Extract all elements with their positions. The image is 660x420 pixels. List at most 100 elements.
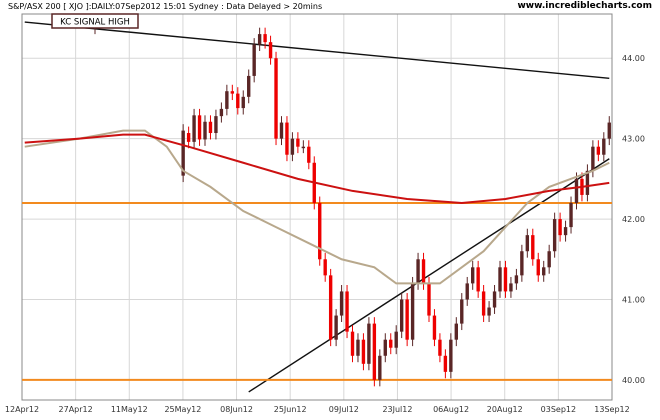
candle-body [296, 138, 300, 147]
candle-body [558, 219, 562, 236]
candle-body [596, 146, 601, 155]
candle-body [465, 283, 469, 300]
y-tick-label: 40.00 [622, 376, 645, 385]
candle-body [345, 291, 349, 332]
candle-body [460, 299, 464, 324]
candle-body [498, 267, 502, 292]
candle-body [471, 267, 475, 284]
candle-body [487, 307, 491, 316]
candle-body [252, 44, 256, 76]
candle-body [230, 91, 235, 94]
candle-body [416, 259, 420, 284]
y-tick-label: 43.00 [622, 135, 645, 144]
trendline [24, 21, 610, 80]
kc-signal-annotation: KC SIGNAL HIGH [51, 13, 139, 35]
x-tick-label: 25May12 [164, 405, 201, 414]
ma-slow-line [24, 133, 610, 204]
candle-body [323, 259, 327, 276]
candle-body [607, 122, 611, 139]
candle-body [350, 331, 355, 356]
candle-body [542, 267, 546, 276]
x-tick-label: 11May12 [111, 405, 148, 414]
plot-frame [21, 13, 613, 401]
candle-body [449, 339, 453, 372]
x-axis: 12Apr12 27Apr12 11May12 25May12 08Jun12 25Jun… [5, 405, 630, 414]
candle-body [318, 202, 322, 260]
candle-body [421, 259, 426, 284]
candle-body [492, 291, 497, 308]
y-tick-label: 44.00 [622, 54, 645, 63]
candle-body [432, 315, 437, 340]
chart-header-right[interactable]: www.incrediblecharts.com [517, 1, 652, 11]
candle-body [225, 91, 229, 109]
candle-body [372, 323, 377, 380]
candle-body [438, 339, 442, 356]
trendline [248, 158, 610, 393]
x-tick-label: 03Sep12 [541, 405, 576, 414]
candle-body [236, 93, 240, 109]
candle-body [181, 130, 185, 176]
candle-body [602, 138, 606, 155]
candle-body [585, 170, 590, 195]
candle-body [514, 275, 519, 284]
kc-signal-label: KC SIGNAL HIGH [60, 18, 130, 28]
candle-body [531, 235, 535, 260]
candle-body [509, 283, 513, 292]
candle-body [208, 121, 213, 134]
x-tick-label: 27Apr12 [59, 405, 93, 414]
candle-body [591, 146, 595, 171]
x-tick-label: 23Jul12 [382, 405, 412, 414]
candle-body [476, 267, 480, 292]
candle-body [334, 315, 338, 340]
candle-body [547, 251, 551, 268]
candle-body [367, 323, 371, 364]
candle-body [410, 283, 415, 340]
trendlines [24, 21, 610, 393]
candle-body [481, 291, 486, 316]
candle-body [192, 115, 196, 142]
candle-body [536, 259, 540, 276]
candle-body [197, 115, 202, 140]
candle-body [552, 219, 557, 252]
support-levels [22, 201, 612, 381]
y-tick-label: 42.00 [622, 215, 645, 224]
candle-body [219, 108, 224, 117]
candles [181, 27, 611, 387]
candle-body [569, 202, 573, 228]
candle-body [389, 339, 393, 348]
y-tick-label: 41.00 [622, 295, 645, 304]
candle-body [263, 34, 267, 43]
candle-body [378, 355, 382, 380]
candle-body [394, 331, 398, 348]
x-tick-label: 13Sep12 [594, 405, 629, 414]
x-tick-label: 12Apr12 [5, 405, 39, 414]
candle-body [399, 299, 404, 332]
chart-header-left: S&P/ASX 200 [ XJO ]:DAILY:07Sep2012 15:0… [8, 2, 323, 11]
candle-body [361, 339, 366, 364]
candle-body [301, 146, 306, 149]
candle-body [383, 339, 387, 356]
candle-body [427, 283, 431, 316]
candle-body [339, 291, 344, 316]
candle-body [186, 133, 191, 142]
candle-body [214, 116, 218, 134]
candle-body [525, 235, 530, 252]
candle-body [563, 227, 568, 236]
candle-body [241, 96, 245, 109]
candle-body [307, 146, 311, 163]
candle-body [290, 138, 295, 155]
x-tick-label: 08Jun12 [220, 405, 253, 414]
candle-body [443, 355, 448, 372]
candle-body [274, 58, 278, 139]
y-axis: 44.00 43.00 42.00 41.00 40.00 [622, 54, 645, 385]
ma-fast-line [24, 129, 610, 285]
candle-body [520, 251, 524, 276]
candle-body [285, 122, 289, 155]
moving-averages [24, 129, 610, 285]
candle-body [203, 121, 207, 140]
candle-body [279, 122, 284, 139]
x-tick-label: 20Aug12 [487, 405, 523, 414]
candle-body [247, 75, 251, 97]
candle-body [503, 267, 508, 292]
